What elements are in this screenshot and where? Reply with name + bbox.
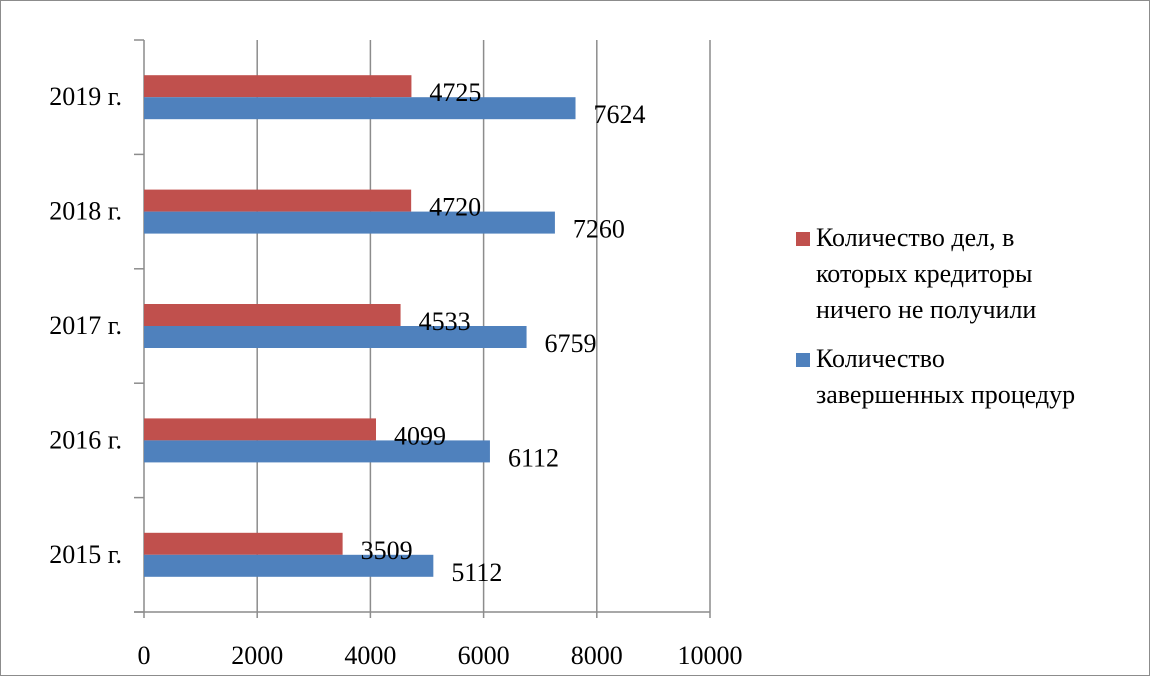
data-label: 4533 [419, 307, 471, 336]
x-tick-label: 6000 [458, 641, 510, 670]
category-label: 2016 г. [49, 425, 122, 454]
legend-label: которых кредиторы [816, 259, 1032, 288]
bar-no-payout [144, 75, 412, 98]
data-label: 7624 [594, 100, 646, 129]
category-label: 2019 г. [49, 82, 122, 111]
data-label: 4099 [394, 421, 446, 450]
data-label: 6112 [508, 443, 559, 472]
data-label: 6759 [545, 329, 597, 358]
x-tick-label: 2000 [231, 641, 283, 670]
bar-completed [144, 211, 555, 234]
x-tick-label: 8000 [571, 641, 623, 670]
data-label: 7260 [573, 215, 625, 244]
legend-label: завершенных процедур [816, 380, 1075, 409]
bar-no-payout [144, 304, 401, 326]
x-tick-label: 10000 [678, 641, 743, 670]
axes: 0 2000 4000 6000 8000 10000 2015 г. 2016 г. 2017… [49, 39, 743, 670]
legend-swatch [796, 232, 810, 246]
x-tick-label: 4000 [344, 641, 396, 670]
data-label: 4720 [429, 193, 481, 222]
bars [144, 75, 576, 577]
data-label: 4725 [429, 78, 481, 107]
bar-no-payout [144, 532, 343, 555]
data-label: 5112 [451, 558, 502, 587]
category-label: 2017 г. [49, 311, 122, 340]
legend: Количество дел, в которых кредиторы ничего… [796, 223, 1075, 409]
legend-swatch [796, 353, 810, 367]
legend-label: Количество [816, 344, 945, 373]
bar-completed [144, 326, 527, 348]
category-label: 2018 г. [49, 197, 122, 226]
bar-no-payout [144, 189, 412, 212]
bar-no-payout [144, 418, 377, 441]
legend-label: ничего не получили [816, 295, 1036, 324]
bar-completed [144, 554, 434, 577]
legend-label: Количество дел, в [816, 223, 1014, 252]
x-tick-label: 0 [138, 641, 151, 670]
bar-completed [144, 440, 490, 463]
data-labels: 3509 5112 4099 6112 4533 6759 4720 7260 4725 7624 [361, 78, 646, 587]
bar-completed [144, 97, 576, 120]
data-label: 3509 [361, 536, 413, 565]
category-label: 2015 г. [49, 540, 122, 569]
